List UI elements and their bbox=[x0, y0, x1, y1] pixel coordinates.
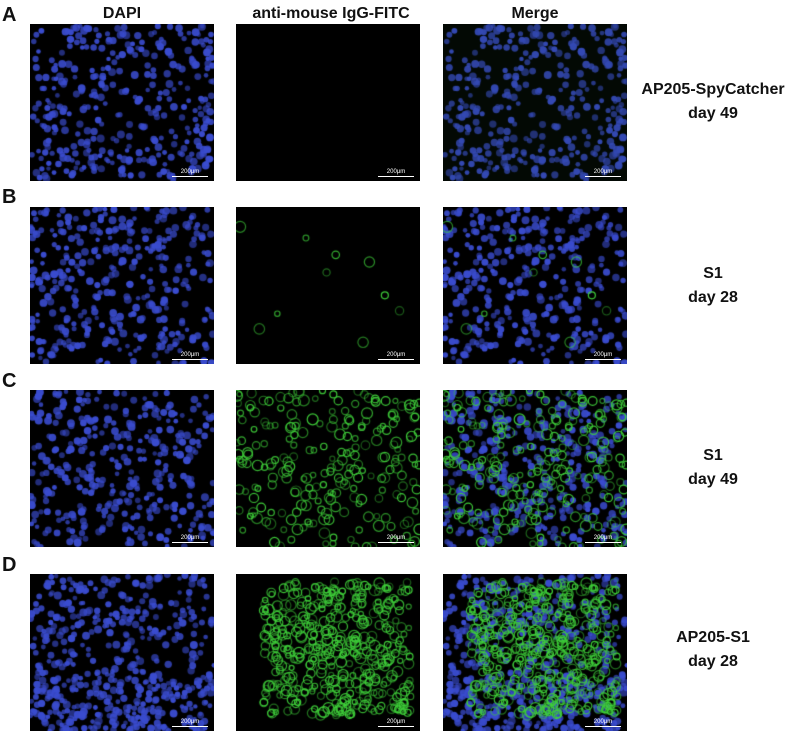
scale-bar: 200μm bbox=[378, 352, 414, 360]
scale-bar: 200μm bbox=[172, 719, 208, 727]
scale-bar-label: 200μm bbox=[593, 719, 613, 725]
micrograph-a-dapi bbox=[30, 24, 214, 181]
row-label-c-line1: S1 bbox=[703, 447, 723, 464]
row-label-a-line1: AP205-SpyCatcher bbox=[641, 81, 785, 98]
row-label-b-line2: day 28 bbox=[688, 289, 738, 306]
column-header-fitc: anti-mouse IgG-FITC bbox=[252, 5, 410, 22]
row-label-b: S1 day 28 bbox=[628, 262, 798, 310]
panel-a-dapi: 200μm bbox=[30, 24, 214, 181]
scale-bar: 200μm bbox=[585, 352, 621, 360]
micrograph-d-merge bbox=[443, 574, 627, 731]
row-label-a-line2: day 49 bbox=[688, 105, 738, 122]
scale-bar-label: 200μm bbox=[180, 169, 200, 175]
micrograph-c-dapi bbox=[30, 390, 214, 547]
row-label-d: AP205-S1 day 28 bbox=[628, 626, 798, 674]
micrograph-d-fitc bbox=[236, 574, 420, 731]
panel-d-merge: 200μm bbox=[443, 574, 627, 731]
panel-b-merge: 200μm bbox=[443, 207, 627, 364]
panel-b-dapi: 200μm bbox=[30, 207, 214, 364]
panel-c-fitc: 200μm bbox=[236, 390, 420, 547]
micrograph-a-merge bbox=[443, 24, 627, 181]
scale-bar-label: 200μm bbox=[386, 352, 406, 358]
micrograph-b-fitc bbox=[236, 207, 420, 364]
row-letter-b: B bbox=[2, 186, 17, 208]
panel-c-merge: 200μm bbox=[443, 390, 627, 547]
scale-bar: 200μm bbox=[585, 535, 621, 543]
panel-c-dapi: 200μm bbox=[30, 390, 214, 547]
scale-bar-label: 200μm bbox=[180, 352, 200, 358]
scale-bar: 200μm bbox=[172, 169, 208, 177]
micrograph-c-merge bbox=[443, 390, 627, 547]
scale-bar-label: 200μm bbox=[593, 352, 613, 358]
row-letter-d: D bbox=[2, 554, 17, 576]
panel-a-fitc: 200μm bbox=[236, 24, 420, 181]
scale-bar: 200μm bbox=[378, 169, 414, 177]
micrograph-d-dapi bbox=[30, 574, 214, 731]
scale-bar: 200μm bbox=[172, 352, 208, 360]
column-header-dapi: DAPI bbox=[102, 5, 142, 22]
scale-bar: 200μm bbox=[585, 719, 621, 727]
scale-bar-label: 200μm bbox=[386, 535, 406, 541]
scale-bar: 200μm bbox=[378, 719, 414, 727]
micrograph-c-fitc bbox=[236, 390, 420, 547]
scale-bar: 200μm bbox=[172, 535, 208, 543]
scale-bar-label: 200μm bbox=[386, 169, 406, 175]
panel-d-dapi: 200μm bbox=[30, 574, 214, 731]
micrograph-b-dapi bbox=[30, 207, 214, 364]
row-label-d-line2: day 28 bbox=[688, 653, 738, 670]
row-letter-c: C bbox=[2, 370, 17, 392]
scale-bar-label: 200μm bbox=[386, 719, 406, 725]
micrograph-b-merge bbox=[443, 207, 627, 364]
column-header-merge: Merge bbox=[511, 5, 559, 22]
row-letter-a: A bbox=[2, 4, 17, 26]
scale-bar-label: 200μm bbox=[593, 535, 613, 541]
row-label-d-line1: AP205-S1 bbox=[676, 629, 750, 646]
panel-a-merge: 200μm bbox=[443, 24, 627, 181]
scale-bar: 200μm bbox=[585, 169, 621, 177]
panel-d-fitc: 200μm bbox=[236, 574, 420, 731]
row-label-b-line1: S1 bbox=[703, 265, 723, 282]
scale-bar-label: 200μm bbox=[180, 719, 200, 725]
row-label-c: S1 day 49 bbox=[628, 444, 798, 492]
row-label-a: AP205-SpyCatcher day 49 bbox=[628, 78, 798, 126]
row-label-c-line2: day 49 bbox=[688, 471, 738, 488]
micrograph-a-fitc bbox=[236, 24, 420, 181]
panel-b-fitc: 200μm bbox=[236, 207, 420, 364]
scale-bar-label: 200μm bbox=[593, 169, 613, 175]
scale-bar-label: 200μm bbox=[180, 535, 200, 541]
scale-bar: 200μm bbox=[378, 535, 414, 543]
